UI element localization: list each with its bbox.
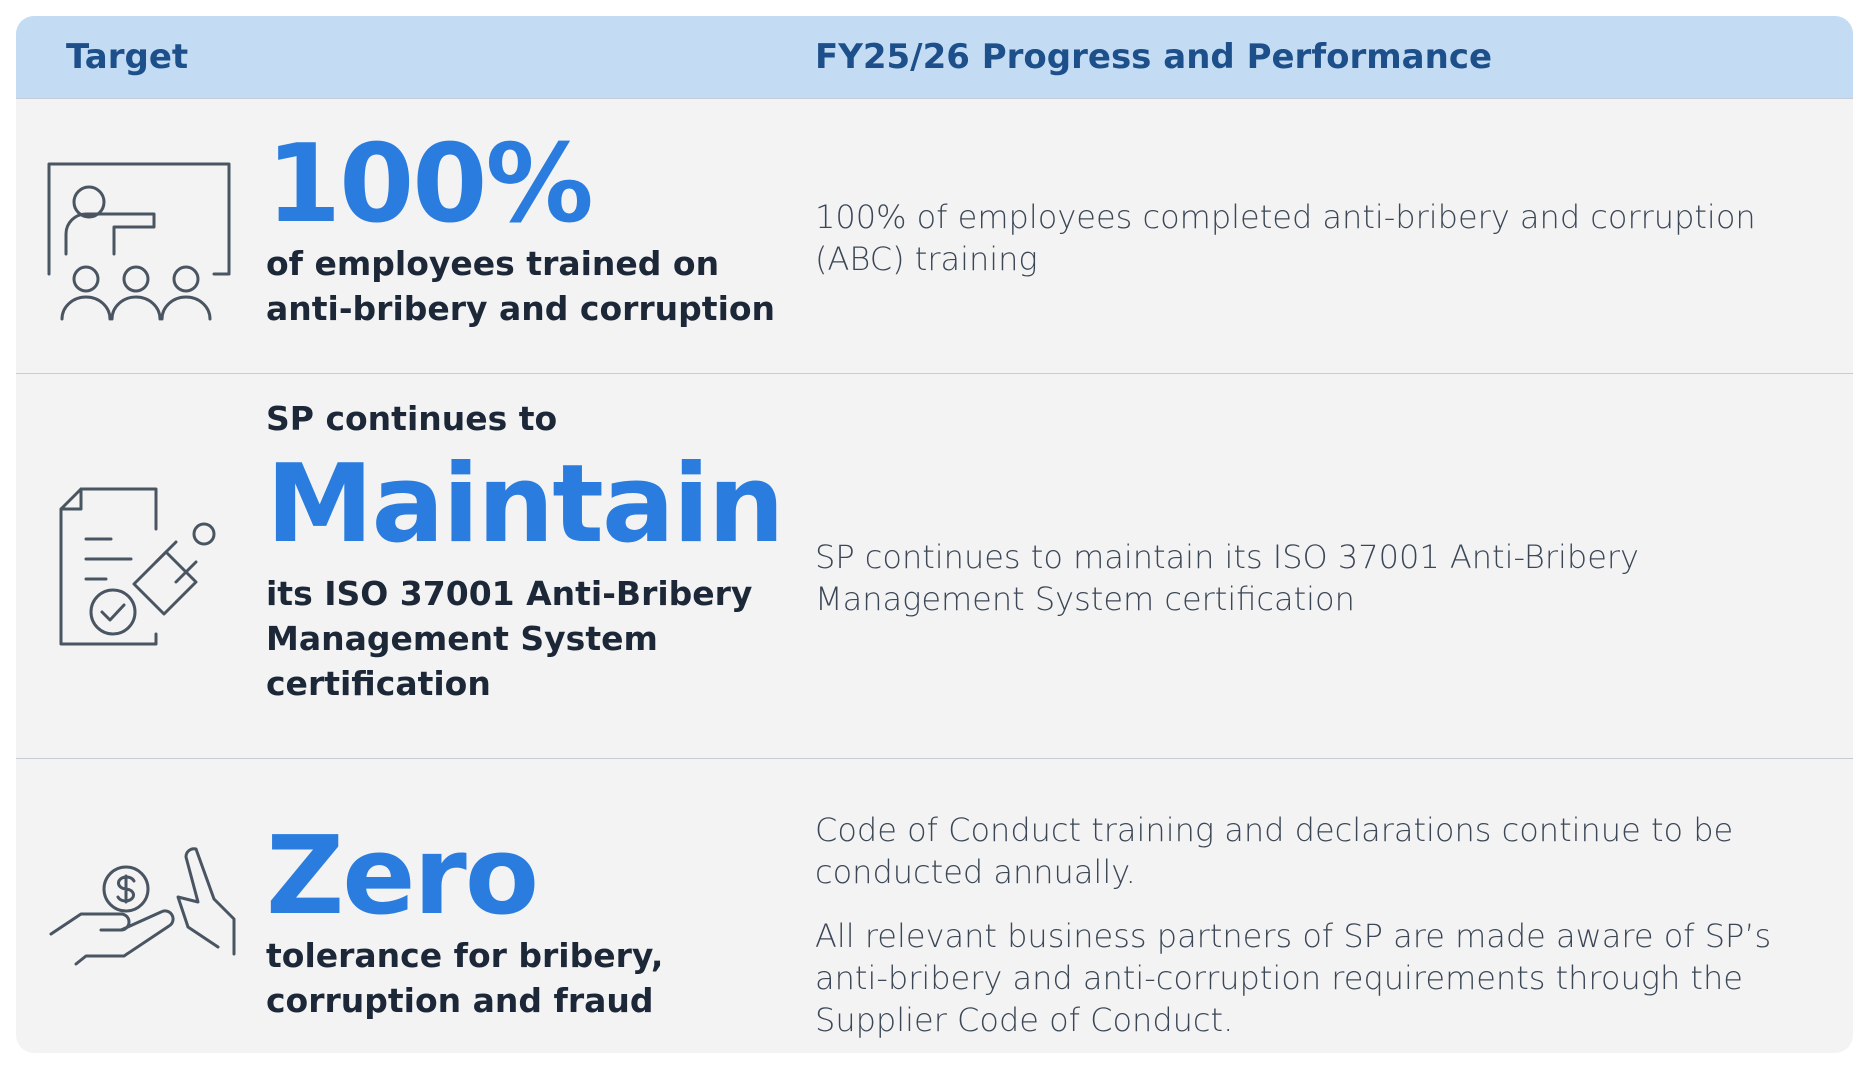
progress-text: Code of Conduct training and declaration…: [815, 811, 1734, 891]
target-text: tolerance for bribery, corruption and fr…: [266, 936, 664, 1020]
highlight: 100%: [266, 122, 594, 247]
highlight: Maintain: [266, 442, 785, 567]
target-lead: SP continues to: [266, 399, 558, 438]
row: SP continues to Maintain its ISO 37001 A…: [16, 373, 1853, 759]
table-header: Target FY25/26 Progress and Performance: [16, 16, 1853, 98]
refusal-icon: [49, 847, 236, 966]
target-cell: 100% of employees trained on anti-briber…: [266, 129, 786, 331]
progress-cell: Code of Conduct training and declaration…: [815, 809, 1815, 1053]
table: Target FY25/26 Progress and Performance …: [16, 16, 1853, 1053]
row: 100% of employees trained on anti-briber…: [16, 98, 1853, 374]
header-progress: FY25/26 Progress and Performance: [815, 37, 1493, 77]
progress-text: SP continues to maintain its ISO 37001 A…: [815, 538, 1639, 618]
certificate-icon: [59, 487, 216, 646]
highlight: Zero: [266, 814, 539, 939]
target-text: its ISO 37001 Anti-Bribery Management Sy…: [266, 574, 753, 703]
progress-cell: SP continues to maintain its ISO 37001 A…: [815, 536, 1815, 642]
target-text: of employees trained on anti-bribery and…: [266, 244, 776, 328]
target-cell: Zero tolerance for bribery, corruption a…: [266, 821, 786, 1023]
training-icon: [47, 162, 231, 321]
progress-text: 100% of employees completed anti-bribery…: [815, 198, 1756, 278]
progress-text: All relevant business partners of SP are…: [815, 917, 1772, 1039]
progress-cell: 100% of employees completed anti-bribery…: [815, 196, 1815, 302]
target-cell: SP continues to Maintain its ISO 37001 A…: [266, 396, 786, 706]
header-target: Target: [66, 37, 189, 77]
row: Zero tolerance for bribery, corruption a…: [16, 758, 1853, 1053]
